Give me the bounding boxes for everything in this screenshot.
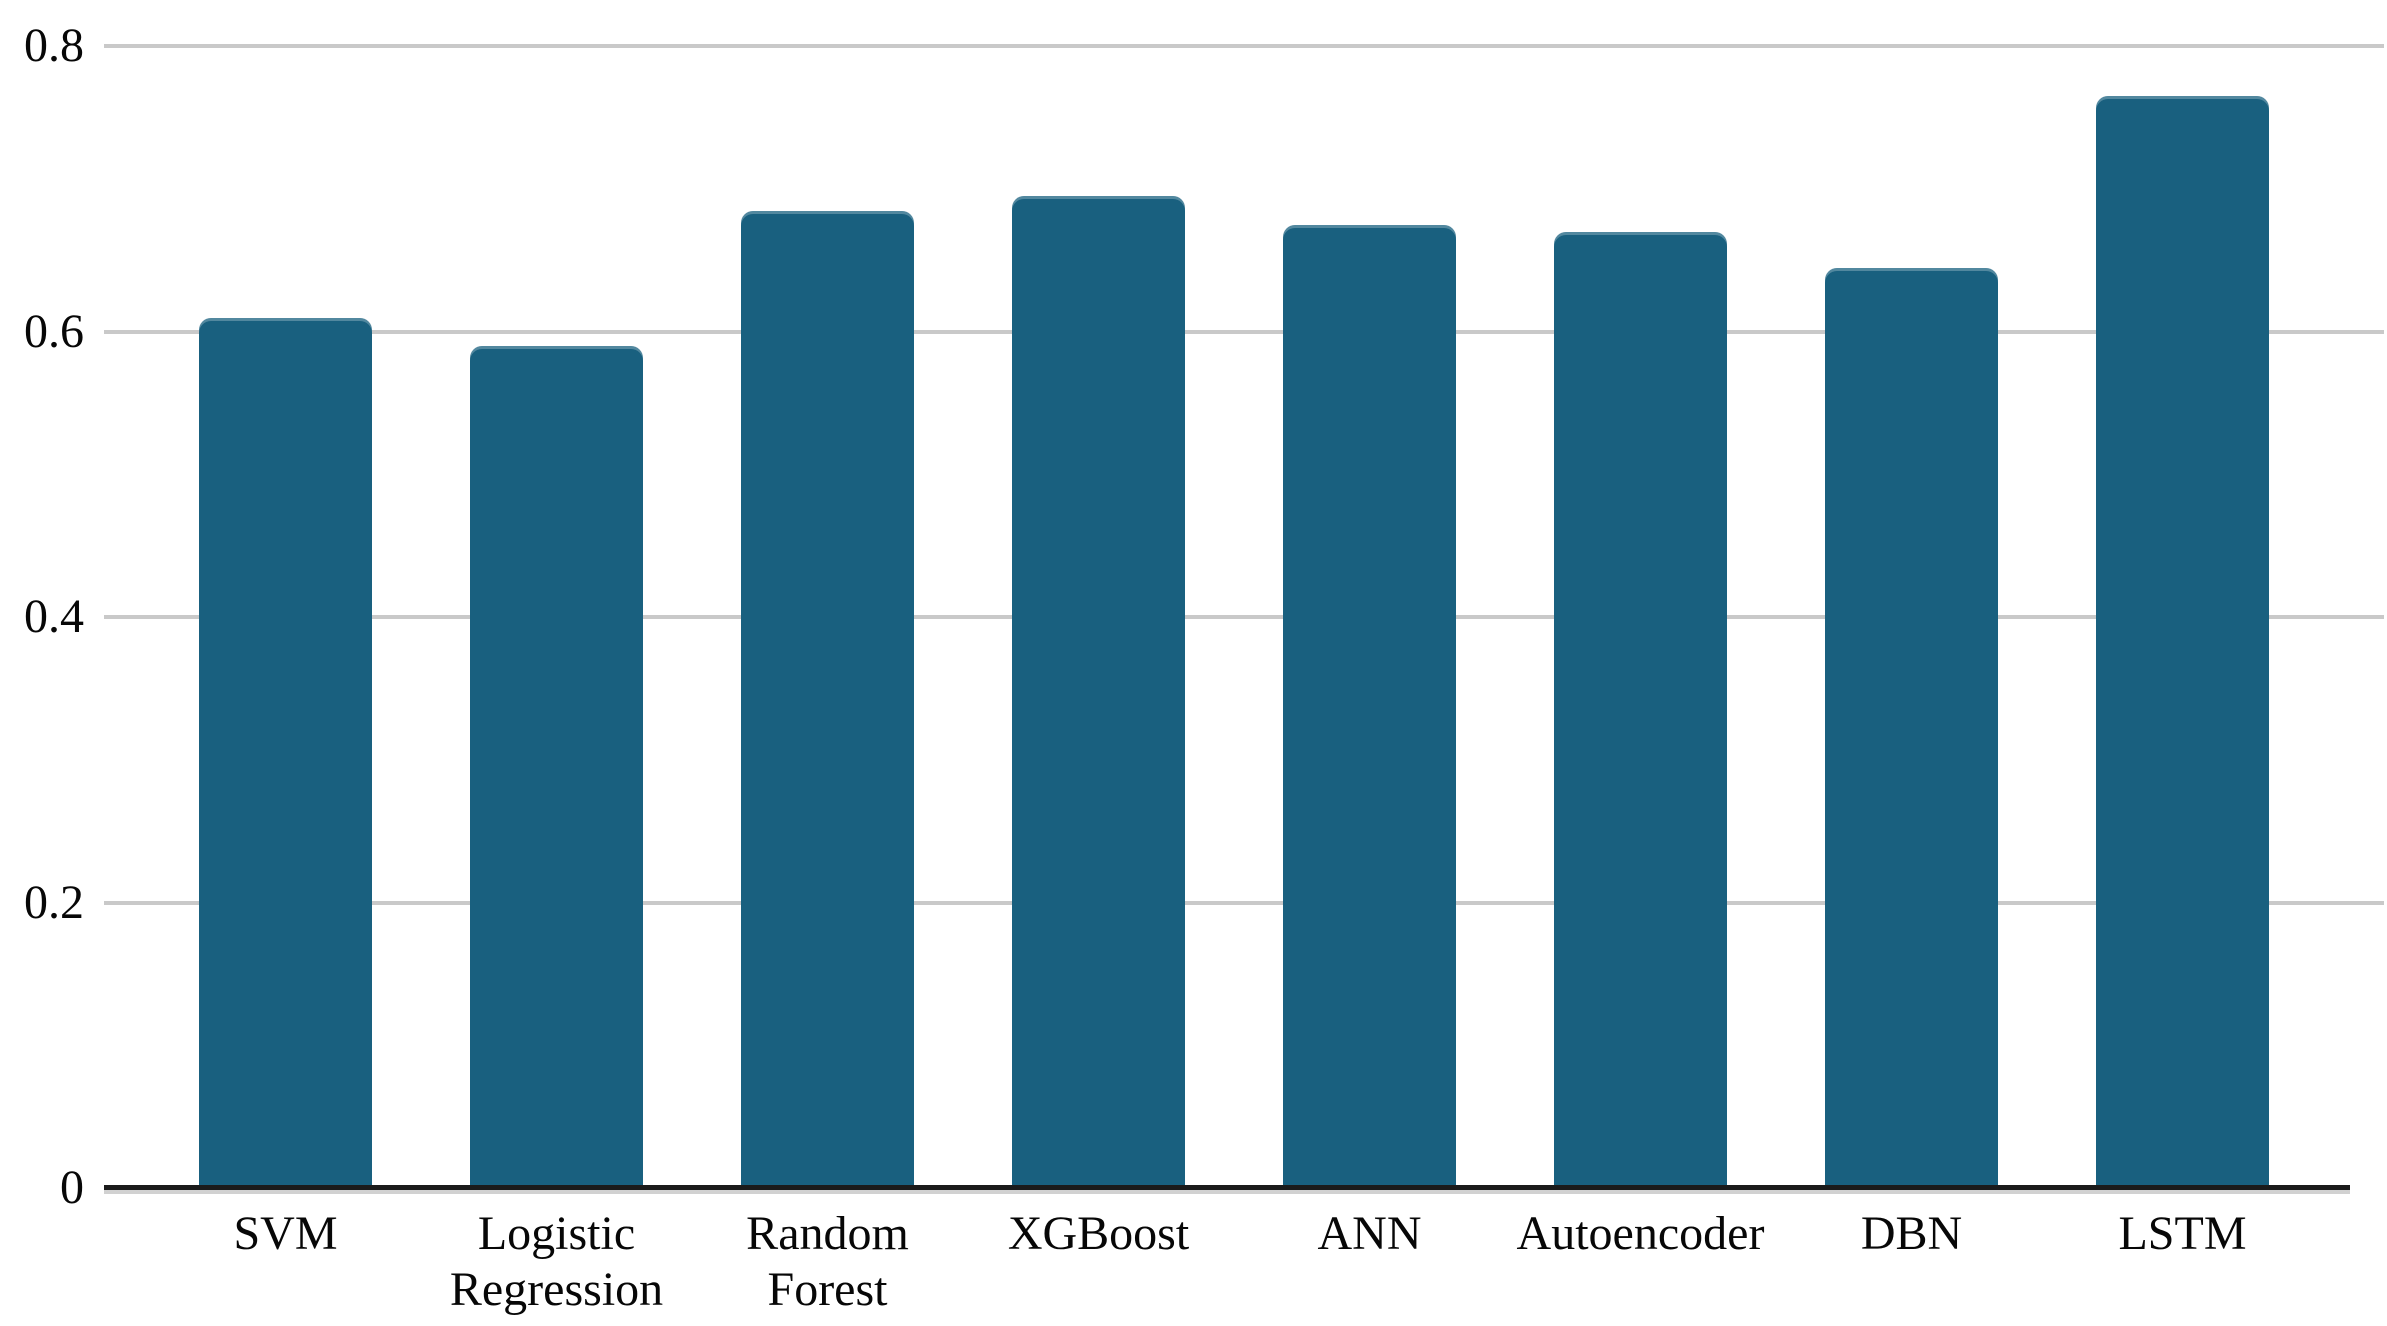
x-tick-label: XGBoost [1007, 1207, 1190, 1260]
x-tick-label: DBN [1860, 1207, 1963, 1260]
x-axis-tick-labels: SVM Logistic Regression Random Forest XGBoo… [150, 1206, 2318, 1318]
bar [1825, 268, 1998, 1188]
gridline [104, 329, 2384, 334]
x-tick-label: LSTM [2118, 1207, 2247, 1260]
gridline [104, 900, 2384, 905]
gridline [104, 615, 2384, 620]
y-tick-label: 0.6 [24, 304, 84, 358]
x-tick-label: Logistic Regression [449, 1207, 664, 1316]
bar [1283, 225, 1456, 1188]
x-tick-label: SVM [233, 1207, 338, 1260]
bar-slot [963, 0, 1234, 1188]
bar [741, 211, 914, 1188]
bar [199, 318, 372, 1188]
x-tick-label: Autoencoder [1516, 1207, 1765, 1260]
y-tick-label: 0 [60, 1161, 84, 1214]
bar [470, 346, 643, 1188]
bar-slot [150, 0, 421, 1188]
bar [1554, 232, 1727, 1188]
x-tick-label: ANN [1317, 1207, 1422, 1260]
y-tick-label: 0.4 [24, 590, 84, 644]
bar [1012, 196, 1185, 1188]
bar-slot [692, 0, 963, 1188]
bar-slot [1234, 0, 1505, 1188]
bar-slot [421, 0, 692, 1188]
bar-slot [1505, 0, 1776, 1188]
bar-slot [1776, 0, 2047, 1188]
bar [2096, 96, 2269, 1188]
x-axis-line [104, 1185, 2350, 1190]
y-tick-label: 0.8 [24, 19, 84, 73]
x-tick-label: Random Forest [746, 1207, 909, 1316]
gridline [104, 44, 2384, 49]
bar-slot [2047, 0, 2318, 1188]
bars-group [150, 0, 2318, 1188]
y-tick-label: 0.2 [24, 875, 84, 929]
